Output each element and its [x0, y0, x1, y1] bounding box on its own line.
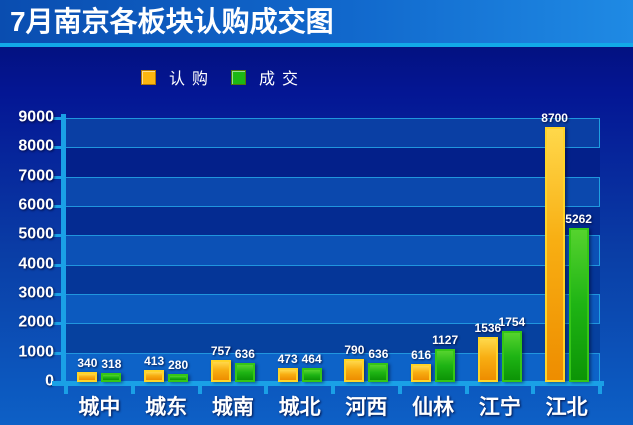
- page-title: 7月南京各板块认购成交图: [10, 6, 334, 37]
- x-axis-label: 仙林: [412, 394, 455, 419]
- y-tick: [51, 117, 62, 120]
- y-tick: [51, 293, 62, 296]
- bar-s1-c5: [435, 348, 456, 382]
- x-tick: [397, 385, 402, 394]
- x-tick: [197, 385, 202, 394]
- x-axis-label: 河西: [345, 394, 388, 419]
- bar-s0-c7: [544, 126, 565, 382]
- y-tick: [51, 205, 62, 208]
- value-label: 636: [234, 347, 255, 362]
- value-label: 1127: [432, 332, 459, 347]
- gridline: [66, 352, 600, 354]
- title-bar: 7月南京各板块认购成交图: [0, 0, 633, 43]
- x-tick: [531, 385, 536, 394]
- title-separator: [0, 43, 633, 47]
- value-label: 1536: [474, 320, 502, 335]
- value-label: 413: [144, 353, 165, 368]
- gridline: [66, 235, 600, 237]
- y-tick: [51, 146, 62, 150]
- bar-s0-c5: [411, 363, 432, 382]
- y-tick: [51, 234, 62, 238]
- bar-s1-c7: [568, 227, 589, 382]
- y-tick: [51, 351, 62, 355]
- value-label: 790: [344, 342, 365, 357]
- plot-band: [66, 118, 600, 148]
- y-axis-label: 9000: [18, 108, 54, 126]
- y-axis-label: 7000: [18, 167, 54, 185]
- bar-s0-c3: [277, 368, 298, 382]
- bar-s1-c4: [368, 363, 389, 382]
- gridline: [66, 294, 600, 295]
- gridline: [66, 147, 600, 149]
- bar-s0-c2: [210, 359, 231, 382]
- x-tick: [130, 385, 135, 394]
- value-label: 636: [368, 347, 389, 362]
- bar-s1-c3: [301, 368, 322, 382]
- x-axis-label: 城中: [78, 394, 121, 419]
- y-tick: [51, 322, 62, 326]
- plot-band: [66, 147, 600, 178]
- bar-s0-c1: [144, 369, 165, 382]
- y-axis-label: 2000: [18, 313, 54, 331]
- legend-label-subscribe: 认购: [169, 69, 216, 88]
- x-tick: [64, 385, 68, 394]
- plot-band: [66, 264, 600, 295]
- x-axis-label: 城南: [211, 394, 254, 419]
- value-label: 8700: [541, 110, 568, 125]
- y-axis-label: 4000: [18, 255, 54, 273]
- y-tick: [51, 175, 62, 179]
- gridline: [66, 118, 600, 119]
- x-axis-line: [52, 381, 604, 386]
- y-tick: [51, 263, 62, 267]
- y-axis-label: 8000: [18, 137, 54, 155]
- value-label: 5262: [565, 211, 592, 226]
- y-axis-label: 3000: [18, 284, 54, 302]
- gridline: [66, 206, 600, 207]
- plot-band: [66, 176, 600, 207]
- legend-label-deal: 成交: [259, 69, 306, 88]
- x-tick: [331, 385, 335, 394]
- x-axis-label: 江宁: [478, 394, 521, 419]
- legend-swatch-subscribe: [141, 69, 156, 85]
- value-label: 464: [301, 352, 322, 367]
- value-label: 757: [210, 343, 231, 358]
- value-label: 473: [277, 352, 298, 367]
- gridline: [66, 323, 600, 325]
- plot-band: [66, 294, 600, 324]
- plot-band: [66, 206, 600, 236]
- y-axis-label: 0: [45, 372, 54, 390]
- bar-s0-c6: [477, 336, 498, 382]
- value-label: 340: [77, 356, 98, 371]
- plot-band: [66, 235, 600, 266]
- bar-s1-c0: [101, 372, 122, 382]
- y-axis-label: 6000: [18, 196, 54, 214]
- x-axis-label: 江北: [545, 394, 588, 419]
- gridline: [66, 176, 600, 178]
- bar-s1-c1: [168, 373, 189, 382]
- bar-s1-c2: [234, 363, 255, 382]
- legend-swatch-deal: [231, 69, 247, 85]
- y-axis-label: 5000: [18, 225, 54, 243]
- x-axis-label: 城东: [145, 394, 188, 419]
- chart-legend: 认购 成交: [141, 65, 321, 89]
- bar-s0-c4: [344, 358, 365, 382]
- y-axis-label: 1000: [18, 343, 54, 361]
- value-label: 616: [411, 347, 432, 362]
- bar-s0-c0: [77, 372, 98, 382]
- value-label: 280: [168, 357, 189, 372]
- value-label: 318: [101, 356, 122, 371]
- x-tick: [264, 385, 269, 394]
- x-tick: [464, 385, 469, 394]
- gridline: [66, 264, 600, 266]
- x-axis-label: 城北: [278, 394, 321, 419]
- y-axis-line: [61, 114, 66, 386]
- value-label: 1754: [498, 314, 526, 329]
- x-tick: [598, 385, 602, 394]
- bar-s1-c6: [501, 330, 522, 382]
